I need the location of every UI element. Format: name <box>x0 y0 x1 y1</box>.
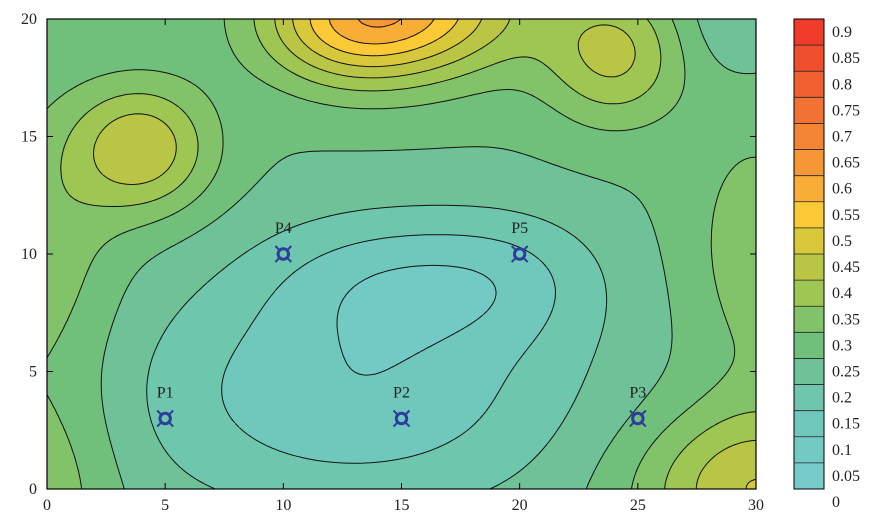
contour-fill <box>47 19 759 491</box>
